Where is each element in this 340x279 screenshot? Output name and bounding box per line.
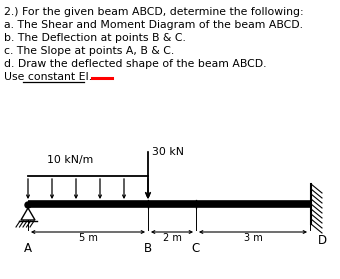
Text: c. The Slope at points A, B & C.: c. The Slope at points A, B & C. xyxy=(4,46,174,56)
Text: a. The Shear and Moment Diagram of the beam ABCD.: a. The Shear and Moment Diagram of the b… xyxy=(4,20,303,30)
Text: 3 m: 3 m xyxy=(244,233,262,243)
Text: C: C xyxy=(192,242,200,255)
Text: b. The Deflection at points B & C.: b. The Deflection at points B & C. xyxy=(4,33,186,43)
Text: 30 kN: 30 kN xyxy=(152,147,184,157)
Text: 5 m: 5 m xyxy=(79,233,98,243)
Text: 10 kN/m: 10 kN/m xyxy=(47,155,93,165)
Text: d. Draw the deflected shape of the beam ABCD.: d. Draw the deflected shape of the beam … xyxy=(4,59,267,69)
Text: A: A xyxy=(24,242,32,255)
Text: D: D xyxy=(318,234,326,247)
Text: 2 m: 2 m xyxy=(163,233,182,243)
Polygon shape xyxy=(21,208,35,220)
Text: 2.) For the given beam ABCD, determine the following:: 2.) For the given beam ABCD, determine t… xyxy=(4,7,304,17)
Text: Use constant EI.: Use constant EI. xyxy=(4,72,92,82)
Circle shape xyxy=(25,202,31,208)
Text: B: B xyxy=(144,242,152,255)
